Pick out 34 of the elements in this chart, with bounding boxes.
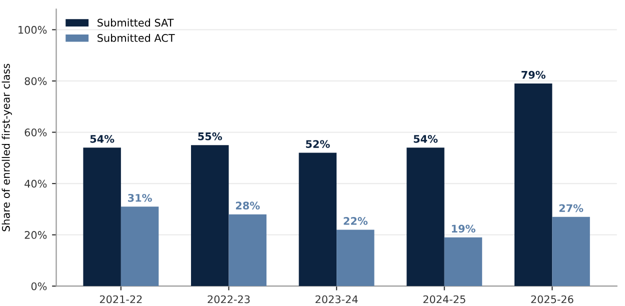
data-label: 54%	[90, 134, 114, 143]
bar	[514, 84, 552, 286]
legend-label: Submitted ACT	[98, 34, 175, 42]
data-label: 22%	[344, 217, 368, 225]
bar	[83, 148, 121, 286]
y-axis-title: Share of enrolled first-year class	[2, 64, 12, 232]
bar	[298, 152, 337, 286]
x-tick-label: 2023-24	[316, 295, 358, 304]
bar	[552, 216, 590, 286]
bar	[444, 237, 482, 286]
y-tick-label: 100%	[18, 26, 47, 34]
y-tick-label: 80%	[24, 77, 47, 86]
data-label: 28%	[236, 202, 260, 210]
bar	[406, 148, 444, 286]
x-tick-label: 2024-25	[423, 295, 466, 304]
legend-label: Submitted SAT	[98, 18, 174, 27]
y-tick-label: 0%	[31, 282, 47, 290]
bar	[228, 214, 266, 286]
data-label: 79%	[522, 70, 546, 79]
data-label: 54%	[414, 134, 438, 143]
y-tick-label: 60%	[24, 128, 47, 136]
x-tick-label: 2022-23	[208, 295, 250, 304]
bar	[191, 145, 229, 286]
data-label: 19%	[452, 224, 476, 233]
x-tick-label: 2025-26	[531, 295, 574, 304]
x-tick-label: 2021-22	[100, 295, 142, 304]
data-label: 55%	[198, 132, 222, 140]
data-label: 31%	[128, 194, 152, 202]
bar	[120, 206, 159, 286]
y-tick-label: 20%	[24, 231, 47, 239]
y-tick-label: 40%	[24, 180, 47, 188]
data-label: 52%	[306, 140, 330, 148]
bar	[336, 230, 374, 286]
data-label: 27%	[559, 204, 584, 212]
